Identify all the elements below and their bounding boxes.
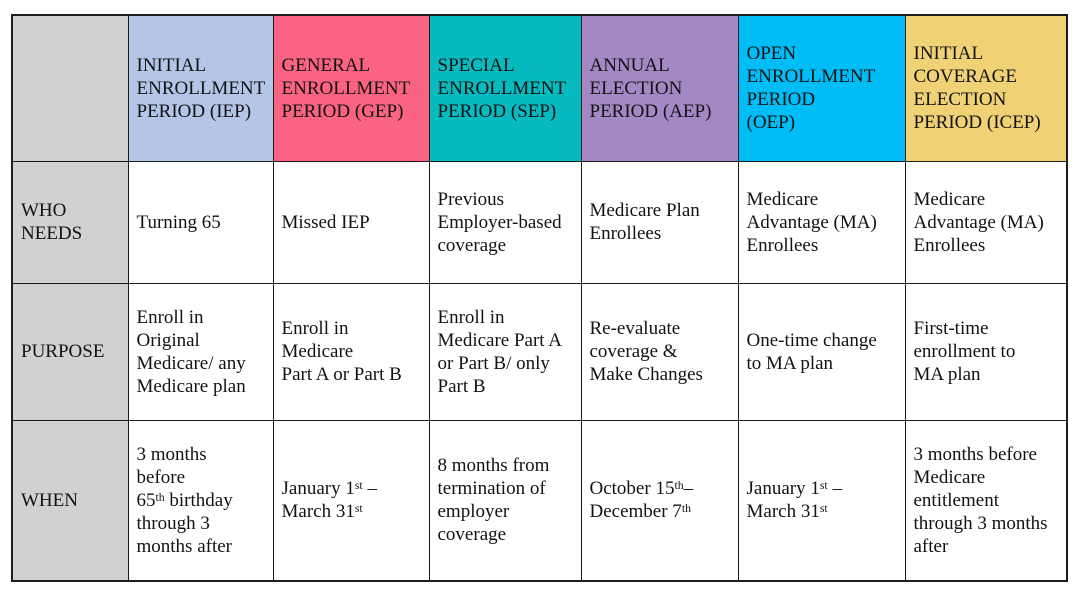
corner-cell [11, 14, 129, 162]
cell-purpose-icep: First-time enrollment to MA plan [904, 282, 1068, 421]
cell-who-needs-iep: Turning 65 [127, 160, 274, 284]
cell-when-gep: January 1st – March 31st [272, 419, 430, 582]
column-header-icep: INITIAL COVERAGE ELECTION PERIOD (ICEP) [904, 14, 1068, 162]
column-header-aep: ANNUAL ELECTION PERIOD (AEP) [580, 14, 739, 162]
cell-when-icep: 3 months before Medicare entitlement throug… [904, 419, 1068, 582]
row-header-purpose: PURPOSE [11, 282, 129, 421]
column-header-sep: SPECIAL ENROLLMENT PERIOD (SEP) [428, 14, 582, 162]
column-header-gep: GENERAL ENROLLMENT PERIOD (GEP) [272, 14, 430, 162]
column-header-iep: INITIAL ENROLLMENT PERIOD (IEP) [127, 14, 274, 162]
row-header-who-needs: WHO NEEDS [11, 160, 129, 284]
cell-who-needs-icep: Medicare Advantage (MA) Enrollees [904, 160, 1068, 284]
cell-purpose-aep: Re-evaluate coverage & Make Changes [580, 282, 739, 421]
table-row-when: WHEN 3 months before 65th birthday through … [11, 419, 1068, 582]
table-row-who-needs: WHO NEEDS Turning 65 Missed IEP Previous E… [11, 160, 1068, 284]
row-header-when: WHEN [11, 419, 129, 582]
cell-purpose-oep: One-time change to MA plan [737, 282, 906, 421]
cell-purpose-gep: Enroll in Medicare Part A or Part B [272, 282, 430, 421]
cell-who-needs-sep: Previous Employer-based coverage [428, 160, 582, 284]
cell-purpose-iep: Enroll in Original Medicare/ any Medicare p… [127, 282, 274, 421]
cell-when-oep: January 1st – March 31st [737, 419, 906, 582]
column-header-oep: OPEN ENROLLMENT PERIOD (OEP) [737, 14, 906, 162]
medicare-enrollment-periods-table: INITIAL ENROLLMENT PERIOD (IEP) GENERAL ENR… [11, 14, 1068, 582]
header-row: INITIAL ENROLLMENT PERIOD (IEP) GENERAL ENR… [11, 14, 1068, 162]
cell-when-aep: October 15th– December 7th [580, 419, 739, 582]
cell-who-needs-gep: Missed IEP [272, 160, 430, 284]
cell-who-needs-oep: Medicare Advantage (MA) Enrollees [737, 160, 906, 284]
cell-when-iep: 3 months before 65th birthday through 3 mont… [127, 419, 274, 582]
cell-when-sep: 8 months from termination of employer cover… [428, 419, 582, 582]
cell-who-needs-aep: Medicare Plan Enrollees [580, 160, 739, 284]
table-row-purpose: PURPOSE Enroll in Original Medicare/ any Me… [11, 282, 1068, 421]
